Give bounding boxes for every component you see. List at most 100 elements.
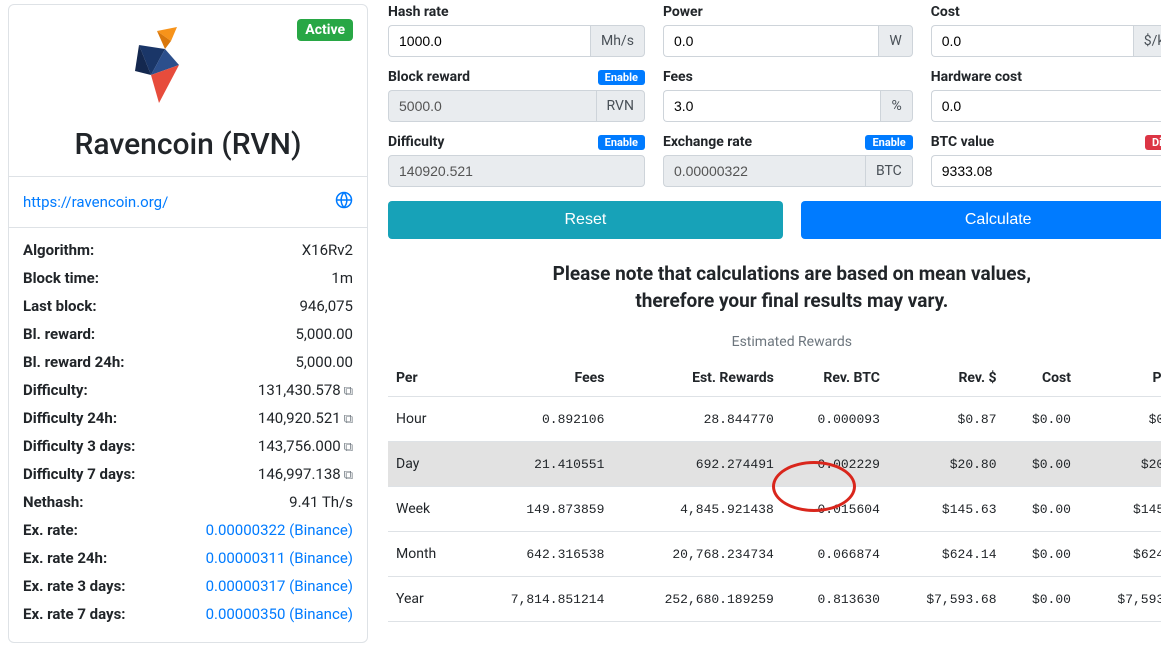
status-badge: Active (297, 19, 353, 41)
stat-value: 146,997.138⧉ (258, 465, 353, 483)
stat-row: Difficulty: 131,430.578⧉ (23, 376, 353, 404)
enable-pill[interactable]: Enable (598, 135, 645, 150)
divider (9, 176, 367, 177)
form-group-btc-value: BTC valueDisable$ (931, 134, 1161, 187)
stat-value[interactable]: 0.00000322 (Binance) (206, 521, 353, 539)
stat-row: Difficulty 3 days:143,756.000⧉ (23, 432, 353, 460)
stat-label: Ex. rate 24h: (23, 549, 107, 567)
table-cell: 642.316538 (464, 532, 612, 577)
input-suffix: % (880, 90, 912, 122)
table-header: Rev. BTC (782, 360, 888, 397)
table-cell: 0.002229 (782, 442, 888, 487)
table-cell: 20,768.234734 (612, 532, 781, 577)
coin-url-link[interactable]: https://ravencoin.org/ (23, 193, 168, 211)
stat-row: Block time:1m (23, 264, 353, 292)
table-header: Rev. $ (888, 360, 1005, 397)
stat-value[interactable]: 0.00000317 (Binance) (206, 577, 353, 595)
stat-label: Ex. rate 3 days: (23, 577, 126, 595)
copy-icon[interactable]: ⧉ (344, 468, 353, 483)
form-label: Difficulty (388, 134, 444, 150)
form-group-hw-cost: Hardware cost$ (931, 69, 1161, 122)
stat-label: Ex. rate 7 days: (23, 605, 126, 623)
hash-rate-input[interactable] (388, 25, 590, 57)
table-cell: 692.274491 (612, 442, 781, 487)
table-cell: Week (388, 487, 464, 532)
globe-icon[interactable] (335, 191, 353, 213)
stat-value[interactable]: 0.00000350 (Binance) (206, 605, 353, 623)
form-label: BTC value (931, 134, 994, 150)
enable-pill[interactable]: Enable (598, 70, 645, 85)
stat-value: X16Rv2 (302, 241, 353, 259)
stat-label: Last block: (23, 297, 97, 315)
table-row: Week149.8738594,845.9214380.015604$145.6… (388, 487, 1161, 532)
stat-row: Bl. reward 24h:5,000.00 (23, 348, 353, 376)
copy-icon[interactable]: ⧉ (344, 384, 353, 399)
form-group-block-reward: Block rewardEnableRVN (388, 69, 645, 122)
calculator-panel: Hash rateMh/sPowerWCost$/kWhBlock reward… (388, 4, 1161, 643)
coin-info-panel: Active Ravencoin (RVN) https://ravencoin… (8, 4, 368, 643)
reset-button[interactable]: Reset (388, 201, 783, 239)
stat-label: Bl. reward: (23, 325, 95, 343)
stat-row: Last block:946,075 (23, 292, 353, 320)
table-cell: Day (388, 442, 464, 487)
enable-pill[interactable]: Enable (865, 135, 912, 150)
table-cell: $624.14 (888, 532, 1005, 577)
form-label: Fees (663, 69, 693, 85)
disable-pill[interactable]: Disable (1145, 135, 1161, 150)
table-cell: $0.87 (1079, 397, 1161, 442)
difficulty-input (388, 155, 645, 187)
stat-row: Ex. rate:0.00000322 (Binance) (23, 516, 353, 544)
stat-value: 5,000.00 (296, 353, 354, 371)
table-cell: $145.63 (888, 487, 1005, 532)
form-label: Hardware cost (931, 69, 1022, 85)
table-cell: $0.00 (1005, 487, 1079, 532)
table-row: Hour0.89210628.8447700.000093$0.87$0.00$… (388, 397, 1161, 442)
table-cell: $624.14 (1079, 532, 1161, 577)
stat-row: Difficulty 24h:140,920.521⧉ (23, 404, 353, 432)
table-cell: 0.892106 (464, 397, 612, 442)
input-suffix: W (878, 25, 912, 57)
stat-row: Ex. rate 3 days: 0.00000317 (Binance) (23, 572, 353, 600)
input-suffix: BTC (865, 155, 913, 187)
table-cell: 0.813630 (782, 577, 888, 622)
stat-value[interactable]: 0.00000311 (Binance) (206, 549, 353, 567)
input-suffix: $/kWh (1133, 25, 1161, 57)
copy-icon[interactable]: ⧉ (344, 412, 353, 427)
form-label: Exchange rate (663, 134, 752, 150)
copy-icon[interactable]: ⧉ (344, 440, 353, 455)
table-header: Cost (1005, 360, 1079, 397)
table-cell: $0.87 (888, 397, 1005, 442)
calculate-button[interactable]: Calculate (801, 201, 1161, 239)
cost-input[interactable] (931, 25, 1133, 57)
table-cell: Hour (388, 397, 464, 442)
stat-value: 131,430.578⧉ (258, 381, 353, 399)
stat-row: Nethash:9.41 Th/s (23, 488, 353, 516)
table-cell: 252,680.189259 (612, 577, 781, 622)
table-header: Per (388, 360, 464, 397)
stat-row: Ex. rate 7 days: 0.00000350 (Binance) (23, 600, 353, 628)
stat-label: Difficulty 7 days: (23, 465, 135, 483)
stat-value: 140,920.521⧉ (258, 409, 353, 427)
table-row: Month642.31653820,768.2347340.066874$624… (388, 532, 1161, 577)
btc-value-input[interactable] (931, 155, 1161, 187)
stat-label: Nethash: (23, 493, 84, 511)
stat-label: Difficulty: (23, 381, 88, 399)
hw-cost-input[interactable] (931, 90, 1161, 122)
table-row: Day21.410551692.2744910.002229$20.80$0.0… (388, 442, 1161, 487)
table-title: Estimated Rewards (388, 334, 1161, 350)
table-cell: 149.873859 (464, 487, 612, 532)
table-cell: $7,593.68 (1079, 577, 1161, 622)
table-header: Fees (464, 360, 612, 397)
table-row: Year7,814.851214252,680.1892590.813630$7… (388, 577, 1161, 622)
fees-input[interactable] (663, 90, 881, 122)
form-group-difficulty: Difficulty Enable (388, 134, 645, 187)
stat-value: 5,000.00 (296, 325, 354, 343)
table-cell: $0.00 (1005, 442, 1079, 487)
table-cell: 0.066874 (782, 532, 888, 577)
table-cell: $0.00 (1005, 397, 1079, 442)
table-cell: 0.015604 (782, 487, 888, 532)
table-header: Est. Rewards (612, 360, 781, 397)
form-label: Cost (931, 4, 960, 20)
power-input[interactable] (663, 25, 878, 57)
coin-title: Ravencoin (RVN) (23, 127, 353, 162)
